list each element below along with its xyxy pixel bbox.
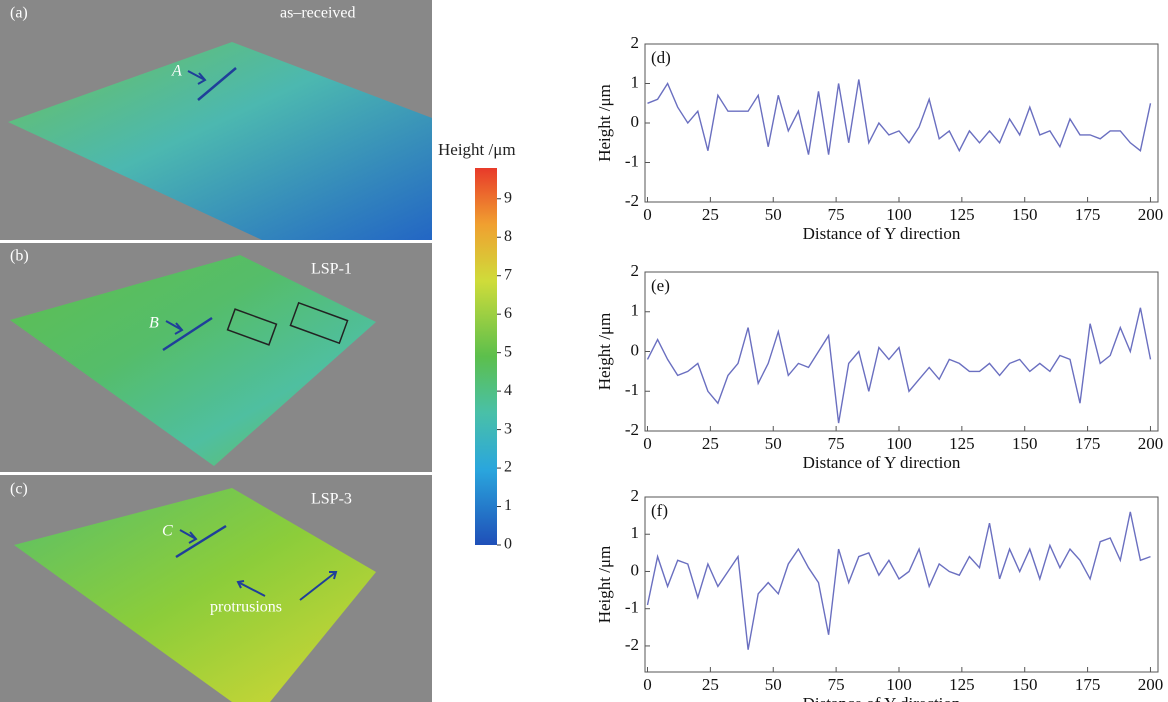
x-axis-label: Distance of Y direction	[803, 224, 961, 243]
x-tick-label: 125	[949, 675, 975, 694]
y-axis-label: Height /μm	[595, 84, 614, 162]
y-tick-label: 1	[631, 523, 640, 542]
x-tick-label: 0	[643, 205, 652, 224]
colorbar-label: Height /μm	[438, 140, 516, 159]
colorbar-tick-label: 6	[504, 305, 512, 322]
x-tick-label: 175	[1075, 434, 1101, 453]
profile-line	[175, 524, 227, 559]
data-line	[646, 307, 1152, 424]
y-tick-label: 2	[631, 33, 640, 52]
x-tick-label: 125	[949, 434, 975, 453]
y-tick-label: -2	[625, 191, 639, 210]
arrow	[236, 580, 266, 597]
panel-label: (a)	[10, 5, 28, 22]
x-tick-label: 175	[1075, 205, 1101, 224]
data-line	[646, 511, 1151, 650]
y-axis-label: Height /μm	[595, 313, 614, 391]
x-tick-label: 75	[828, 675, 845, 694]
x-tick-label: 200	[1138, 675, 1164, 694]
x-tick-label: 75	[828, 434, 845, 453]
x-tick-label: 50	[765, 434, 782, 453]
y-tick-label: -2	[625, 635, 639, 654]
data-line	[647, 79, 1152, 155]
x-tick-label: 100	[886, 675, 912, 694]
marker-label: C	[162, 523, 173, 540]
x-tick-label: 200	[1138, 434, 1164, 453]
arrow	[165, 320, 184, 335]
region-box	[289, 301, 349, 345]
colorbar-tick-label: 7	[504, 266, 512, 283]
y-tick-label: 0	[631, 112, 640, 131]
y-tick-label: 0	[631, 560, 640, 579]
x-tick-label: 0	[643, 675, 652, 694]
marker-label: A	[171, 63, 182, 80]
panel-label: (c)	[10, 481, 28, 498]
x-tick-label: 150	[1012, 675, 1038, 694]
arrow	[299, 571, 338, 601]
colorbar-tick-label: 0	[504, 536, 512, 553]
x-tick-label: 200	[1138, 205, 1164, 224]
x-tick-label: 100	[886, 205, 912, 224]
arrow	[179, 529, 198, 544]
marker-label: B	[149, 315, 159, 332]
x-tick-label: 150	[1012, 434, 1038, 453]
colorbar-tick-label: 3	[504, 420, 512, 437]
colorbar	[475, 168, 497, 545]
y-tick-label: 2	[631, 486, 640, 505]
panel-label: (d)	[651, 48, 671, 67]
colorbar-tick-label: 1	[504, 497, 512, 514]
y-tick-label: 1	[631, 301, 640, 320]
x-tick-label: 50	[765, 675, 782, 694]
plot-frame	[644, 43, 1159, 203]
colorbar-tick-label: 4	[504, 382, 512, 399]
surface	[14, 488, 376, 702]
colorbar-tick-label: 5	[504, 343, 512, 360]
surface	[8, 42, 432, 240]
sample-name: LSP-1	[311, 261, 352, 278]
x-tick-label: 0	[643, 434, 652, 453]
region-box	[226, 308, 278, 346]
sample-name: as–received	[280, 5, 356, 22]
sample-name: LSP-3	[311, 491, 352, 508]
x-tick-label: 25	[702, 205, 719, 224]
annotation: protrusions	[210, 599, 282, 616]
y-tick-label: -1	[625, 380, 639, 399]
y-tick-label: 0	[631, 340, 640, 359]
colorbar-tick-label: 2	[504, 459, 512, 476]
plot-frame	[644, 271, 1159, 432]
y-tick-label: 1	[631, 72, 640, 91]
x-tick-label: 175	[1075, 675, 1101, 694]
arrow	[187, 70, 207, 85]
x-axis-label: Distance of Y direction	[803, 694, 961, 702]
surface	[10, 255, 376, 466]
x-tick-label: 100	[886, 434, 912, 453]
x-tick-label: 75	[828, 205, 845, 224]
x-tick-label: 50	[765, 205, 782, 224]
plot-frame	[644, 496, 1159, 673]
colorbar-tick-label: 8	[504, 228, 512, 245]
colorbar-tick-label: 9	[504, 189, 512, 206]
x-tick-label: 25	[702, 675, 719, 694]
x-axis-label: Distance of Y direction	[803, 453, 961, 472]
panel-label: (f)	[651, 501, 668, 520]
x-tick-label: 25	[702, 434, 719, 453]
y-tick-label: -1	[625, 598, 639, 617]
y-tick-label: -2	[625, 420, 639, 439]
profile-line	[162, 316, 213, 352]
y-tick-label: 2	[631, 261, 640, 280]
y-axis-label: Height /μm	[595, 546, 614, 624]
x-tick-label: 150	[1012, 205, 1038, 224]
profile-line	[197, 67, 237, 101]
y-tick-label: -1	[625, 151, 639, 170]
panel-label: (b)	[10, 248, 29, 265]
panel-label: (e)	[651, 276, 670, 295]
x-tick-label: 125	[949, 205, 975, 224]
